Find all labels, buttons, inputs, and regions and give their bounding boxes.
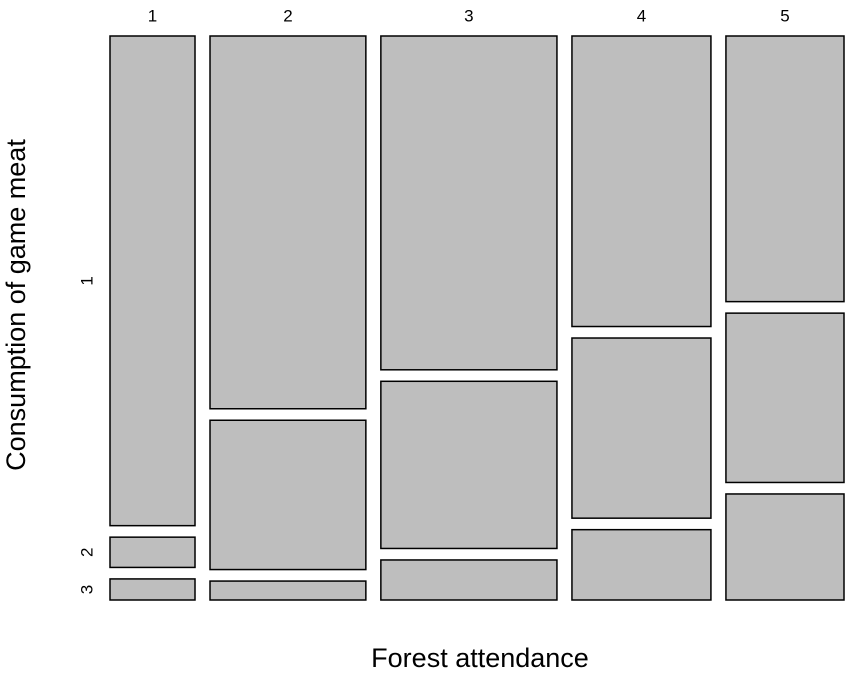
mosaic-tile	[109, 536, 196, 569]
mosaic-tile	[571, 35, 712, 328]
mosaic-tile	[380, 559, 558, 601]
mosaic-tile	[380, 380, 558, 550]
y-tick-label: 3	[77, 585, 96, 594]
mosaic-tile	[380, 35, 558, 371]
y-axis-title: Consumption of game meat	[1, 139, 31, 471]
mosaic-tile	[109, 35, 196, 527]
y-tick-label: 2	[77, 548, 96, 557]
x-tick-label: 3	[464, 6, 473, 25]
mosaic-tile	[725, 312, 845, 484]
mosaic-tile	[571, 337, 712, 519]
mosaic-tile	[109, 578, 196, 601]
mosaic-tile	[571, 528, 712, 601]
x-tick-label: 4	[637, 6, 646, 25]
mosaic-tile	[725, 35, 845, 303]
x-tick-label: 5	[780, 6, 789, 25]
x-tick-label: 2	[283, 6, 292, 25]
x-tick-label: 1	[148, 6, 157, 25]
mosaic-tile	[209, 35, 367, 410]
mosaic-tile	[209, 419, 367, 571]
mosaic-tile	[209, 580, 367, 601]
x-axis-title: Forest attendance	[371, 643, 589, 673]
y-tick-label: 1	[77, 276, 96, 285]
mosaic-tile	[725, 493, 845, 601]
